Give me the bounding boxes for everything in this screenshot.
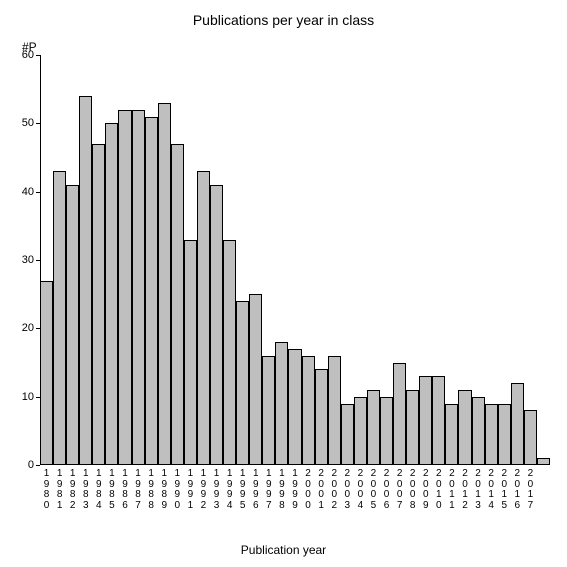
x-tick-label: 1980 xyxy=(40,469,53,511)
bar xyxy=(367,390,380,465)
y-tick-label: 60 xyxy=(22,49,34,61)
bar xyxy=(145,117,158,466)
bar xyxy=(236,301,249,465)
x-tick-label: 1985 xyxy=(105,469,118,511)
y-tick-mark xyxy=(36,260,40,261)
bar xyxy=(288,349,301,465)
bar xyxy=(262,356,275,465)
y-tick-label: 0 xyxy=(28,459,34,471)
bar xyxy=(184,240,197,466)
bar xyxy=(223,240,236,466)
x-tick-label: 2015 xyxy=(498,469,511,511)
bar xyxy=(302,356,315,465)
chart-title: Publications per year in class xyxy=(0,12,567,28)
bar xyxy=(210,185,223,465)
x-axis-label: Publication year xyxy=(0,543,567,557)
x-tick-label: 1983 xyxy=(79,469,92,511)
bar xyxy=(249,294,262,465)
x-tick-label: 2007 xyxy=(393,469,406,511)
bar xyxy=(524,410,537,465)
x-tick-label: 1998 xyxy=(275,469,288,511)
x-tick-label: 1989 xyxy=(158,469,171,511)
x-tick-label: 1999 xyxy=(288,469,301,511)
bar xyxy=(354,397,367,465)
bar xyxy=(485,404,498,466)
bar xyxy=(79,96,92,465)
bar xyxy=(197,171,210,465)
bar xyxy=(118,110,131,465)
x-tick-label: 2006 xyxy=(380,469,393,511)
bar xyxy=(406,390,419,465)
bar xyxy=(498,404,511,466)
x-tick-label: 1997 xyxy=(262,469,275,511)
x-tick-label: 2008 xyxy=(406,469,419,511)
x-tick-label: 1995 xyxy=(236,469,249,511)
bar xyxy=(419,376,432,465)
y-tick-mark xyxy=(36,192,40,193)
y-tick-label: 30 xyxy=(22,254,34,266)
x-tick-label: 2009 xyxy=(419,469,432,511)
bar xyxy=(105,123,118,465)
x-tick-label: 2005 xyxy=(367,469,380,511)
y-tick-mark xyxy=(36,55,40,56)
bar xyxy=(458,390,471,465)
x-tick-label: 2000 xyxy=(302,469,315,511)
x-tick-label: 1987 xyxy=(132,469,145,511)
bar xyxy=(432,376,445,465)
y-tick-label: 10 xyxy=(22,391,34,403)
bar xyxy=(315,369,328,465)
x-tick-label: 2013 xyxy=(472,469,485,511)
x-tick-label: 2004 xyxy=(354,469,367,511)
bar xyxy=(53,171,66,465)
bar xyxy=(158,103,171,465)
bar xyxy=(380,397,393,465)
y-tick-label: 40 xyxy=(22,186,34,198)
y-tick-mark xyxy=(36,465,40,466)
x-tick-label: 2016 xyxy=(511,469,524,511)
bar xyxy=(393,363,406,466)
x-tick-label: 2011 xyxy=(445,469,458,511)
bar xyxy=(171,144,184,465)
x-tick-label: 1996 xyxy=(249,469,262,511)
x-tick-label: 1994 xyxy=(223,469,236,511)
y-tick-label: 20 xyxy=(22,322,34,334)
bar xyxy=(341,404,354,466)
x-tick-label: 1988 xyxy=(145,469,158,511)
bar xyxy=(445,404,458,466)
x-tick-label: 2012 xyxy=(458,469,471,511)
y-tick-label: 50 xyxy=(22,117,34,129)
bar xyxy=(92,144,105,465)
x-tick-label: 1992 xyxy=(197,469,210,511)
x-tick-label: 2014 xyxy=(485,469,498,511)
bar xyxy=(66,185,79,465)
x-tick-label: 2001 xyxy=(315,469,328,511)
bar xyxy=(40,281,53,466)
x-tick-label: 2010 xyxy=(432,469,445,511)
bar xyxy=(472,397,485,465)
x-tick-label: 2003 xyxy=(341,469,354,511)
bar xyxy=(328,356,341,465)
bar xyxy=(132,110,145,465)
x-tick-label: 1986 xyxy=(118,469,131,511)
x-tick-label: 1990 xyxy=(171,469,184,511)
x-tick-label: 1991 xyxy=(184,469,197,511)
x-tick-label: 2002 xyxy=(328,469,341,511)
x-tick-label: 2017 xyxy=(524,469,537,511)
y-tick-mark xyxy=(36,123,40,124)
publications-bar-chart: Publications per year in class #P 010203… xyxy=(0,0,567,567)
plot-area: 0102030405060198019811982198319841985198… xyxy=(40,55,550,465)
bar xyxy=(537,458,550,465)
bar xyxy=(275,342,288,465)
x-tick-label: 1984 xyxy=(92,469,105,511)
x-tick-label: 1993 xyxy=(210,469,223,511)
x-tick-label: 1982 xyxy=(66,469,79,511)
x-tick-label: 1981 xyxy=(53,469,66,511)
bar xyxy=(511,383,524,465)
